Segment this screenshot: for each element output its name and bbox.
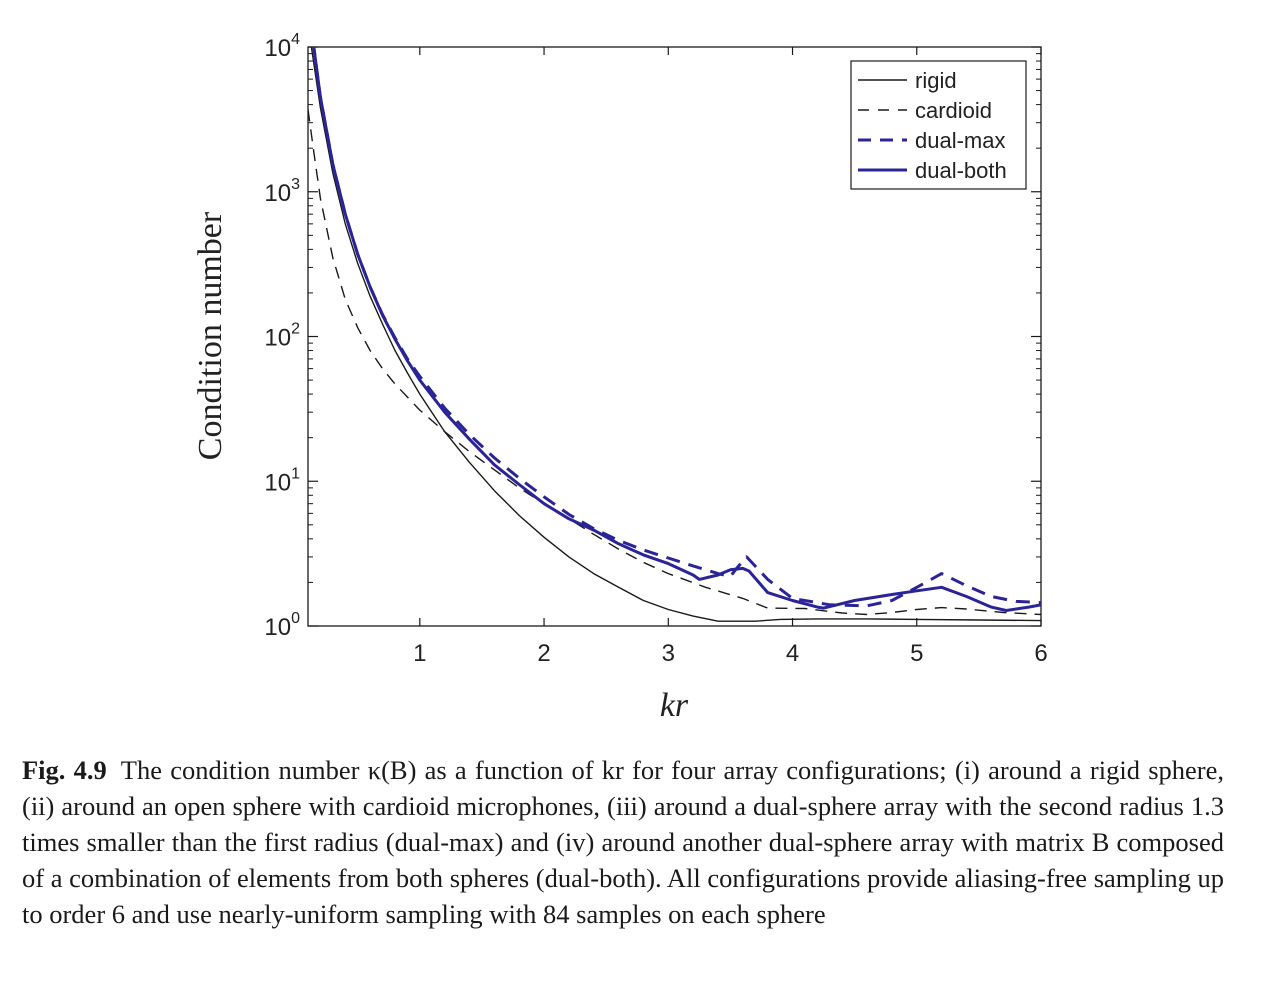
y-tick-label: 104 [264, 31, 300, 62]
legend-label-dual-both: dual-both [915, 158, 1007, 183]
figure-caption: Fig. 4.9 The condition number κ(B) as a f… [22, 752, 1224, 932]
legend-label-dual-max: dual-max [915, 128, 1005, 153]
x-tick-label: 2 [537, 640, 550, 667]
x-tick-label: 5 [910, 640, 923, 667]
x-tick-label: 1 [413, 640, 426, 667]
chart-figure: 1 2 3 4 5 6 100 101 102 103 104 Condition number k… [22, 31, 1224, 929]
legend-box [850, 60, 1027, 190]
series-line-cardioid [308, 109, 1041, 616]
chart-svg: 1 2 3 4 5 6 100 101 102 103 104 Condition number k… [192, 31, 1048, 724]
x-tick-label: 3 [662, 640, 675, 667]
y-tick-label: 102 [264, 321, 300, 352]
tick-labels: 1 2 3 4 5 6 100 101 102 103 104 [264, 31, 1047, 667]
figure-label: Fig. 4.9 [22, 755, 107, 785]
x-tick-label: 6 [1034, 640, 1047, 667]
axis-ticks [308, 46, 1042, 627]
y-axis-title: Condition number [192, 211, 229, 460]
y-tick-label: 100 [264, 610, 300, 641]
caption-text: The condition number κ(B) as a function … [22, 755, 1224, 929]
series-line-rigid [310, 47, 1041, 622]
x-axis-title: kr [660, 687, 689, 724]
x-tick-label: 4 [786, 640, 799, 667]
series-line-dual-both [312, 47, 1041, 612]
legend-label-cardioid: cardioid [915, 98, 992, 123]
legend: rigid cardioid dual-max dual-both [850, 60, 1027, 190]
series-layer [308, 47, 1041, 622]
y-tick-label: 101 [264, 465, 300, 496]
legend-label-rigid: rigid [915, 68, 957, 93]
y-tick-label: 103 [264, 176, 300, 207]
